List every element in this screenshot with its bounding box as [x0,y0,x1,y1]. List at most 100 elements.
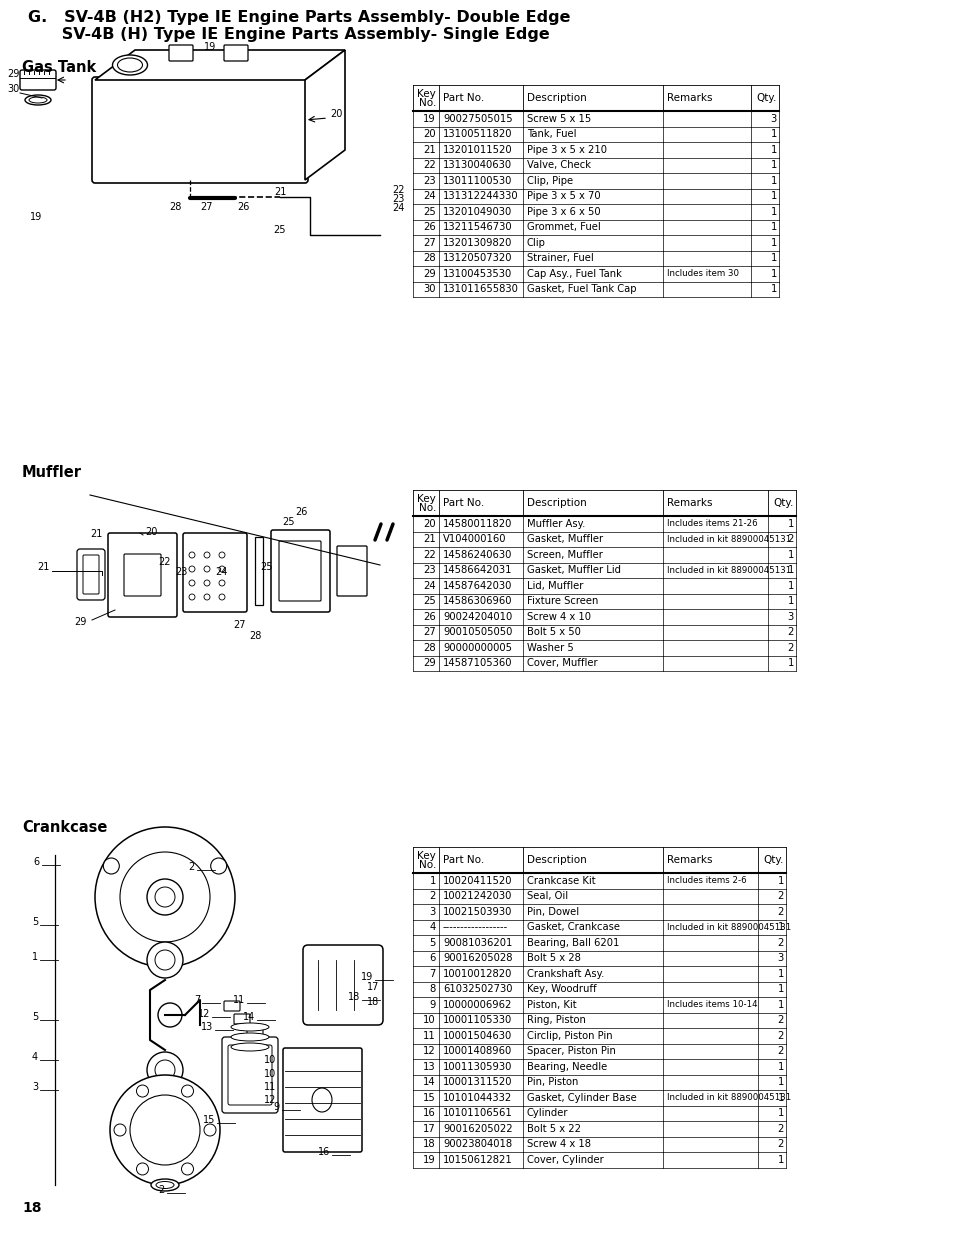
Text: 28: 28 [423,253,436,263]
Text: 1: 1 [770,144,776,154]
Text: Included in kit 88900045131: Included in kit 88900045131 [666,1093,790,1103]
Circle shape [204,580,210,585]
Text: Grommet, Fuel: Grommet, Fuel [526,222,600,232]
Circle shape [120,852,210,942]
Text: 1: 1 [787,519,793,529]
Circle shape [157,951,172,967]
Text: 27: 27 [423,238,436,248]
Circle shape [154,887,174,906]
Text: 11: 11 [264,1082,275,1092]
Text: 1: 1 [429,876,436,885]
Text: 1: 1 [31,952,38,962]
Text: Bolt 5 x 28: Bolt 5 x 28 [526,953,580,963]
Text: 3: 3 [777,953,783,963]
Ellipse shape [117,58,142,72]
Polygon shape [95,49,345,80]
Text: Cylinder: Cylinder [526,1108,568,1118]
Text: 10020411520: 10020411520 [442,876,512,885]
Circle shape [147,942,183,978]
Text: Gasket, Muffler Lid: Gasket, Muffler Lid [526,566,620,576]
Text: Pipe 3 x 5 x 70: Pipe 3 x 5 x 70 [526,191,600,201]
Text: 23: 23 [174,567,187,577]
Text: Includes item 30: Includes item 30 [666,269,739,278]
Text: Lid, Muffler: Lid, Muffler [526,580,583,590]
Text: 3: 3 [787,611,793,621]
Ellipse shape [231,1032,269,1041]
Text: 25: 25 [274,225,286,235]
Text: Qty.: Qty. [762,855,783,864]
Text: 13: 13 [423,1062,436,1072]
Text: SV-4B (H) Type IE Engine Parts Assembly- Single Edge: SV-4B (H) Type IE Engine Parts Assembly-… [28,27,549,42]
Text: 1: 1 [770,222,776,232]
Text: 2: 2 [777,1046,783,1056]
Text: Key, Woodruff: Key, Woodruff [526,984,596,994]
Text: 6: 6 [429,953,436,963]
Text: Bolt 5 x 50: Bolt 5 x 50 [526,627,580,637]
Text: Pipe 3 x 5 x 210: Pipe 3 x 5 x 210 [526,144,606,154]
Text: 24: 24 [214,567,227,577]
Text: 16: 16 [423,1108,436,1118]
Ellipse shape [231,1044,269,1051]
Text: 14580011820: 14580011820 [442,519,512,529]
Text: 20: 20 [423,130,436,140]
Text: 25: 25 [260,562,273,572]
Circle shape [110,1074,220,1186]
Text: 21: 21 [91,529,103,538]
Text: Crankcase: Crankcase [22,820,108,835]
FancyBboxPatch shape [124,555,161,597]
Text: 10000006962: 10000006962 [442,1000,512,1010]
Text: Gasket, Fuel Tank Cap: Gasket, Fuel Tank Cap [526,284,636,294]
Text: 2: 2 [429,892,436,902]
Text: 1: 1 [770,161,776,170]
Text: 20: 20 [330,109,342,119]
FancyBboxPatch shape [183,534,247,613]
Text: 1: 1 [777,984,783,994]
Ellipse shape [312,1088,332,1112]
Text: 23: 23 [423,175,436,185]
Text: 90024204010: 90024204010 [442,611,512,621]
Text: No.: No. [418,98,436,107]
Text: 22: 22 [158,557,171,567]
FancyBboxPatch shape [278,541,320,601]
Text: 5: 5 [31,918,38,927]
Text: 90023804018: 90023804018 [442,1139,512,1150]
Text: Screw 4 x 10: Screw 4 x 10 [526,611,590,621]
Text: 29: 29 [73,618,86,627]
Circle shape [130,1095,200,1165]
Circle shape [181,1086,193,1097]
Text: Screw 4 x 18: Screw 4 x 18 [526,1139,590,1150]
Text: 1: 1 [777,876,783,885]
Text: Part No.: Part No. [442,855,484,864]
Text: No.: No. [418,860,436,869]
Text: 21: 21 [274,186,286,198]
Circle shape [204,594,210,600]
Text: 24: 24 [423,580,436,590]
Text: 7: 7 [193,995,200,1005]
Circle shape [219,566,225,572]
Text: Muffler: Muffler [22,466,82,480]
Text: 15: 15 [202,1115,214,1125]
Text: 7: 7 [429,968,436,979]
Text: 2: 2 [787,642,793,653]
Text: 10101044332: 10101044332 [442,1093,512,1103]
Text: Fixture Screen: Fixture Screen [526,597,598,606]
Text: 18: 18 [22,1200,42,1215]
Text: 22: 22 [423,161,436,170]
Text: 29: 29 [423,269,436,279]
Text: ------------------: ------------------ [442,923,508,932]
Text: 2: 2 [787,535,793,545]
FancyBboxPatch shape [83,555,99,594]
Text: 10: 10 [264,1055,275,1065]
Circle shape [211,858,227,874]
Text: Cover, Muffler: Cover, Muffler [526,658,597,668]
Text: 27: 27 [423,627,436,637]
Text: 14: 14 [242,1011,254,1023]
Text: 10001311520: 10001311520 [442,1077,512,1087]
Text: 10: 10 [423,1015,436,1025]
Circle shape [136,1163,149,1174]
Text: 14587105360: 14587105360 [442,658,512,668]
Text: 13211546730: 13211546730 [442,222,512,232]
Text: Seal, Oil: Seal, Oil [526,892,568,902]
Text: Part No.: Part No. [442,498,484,508]
Text: 1: 1 [777,1077,783,1087]
